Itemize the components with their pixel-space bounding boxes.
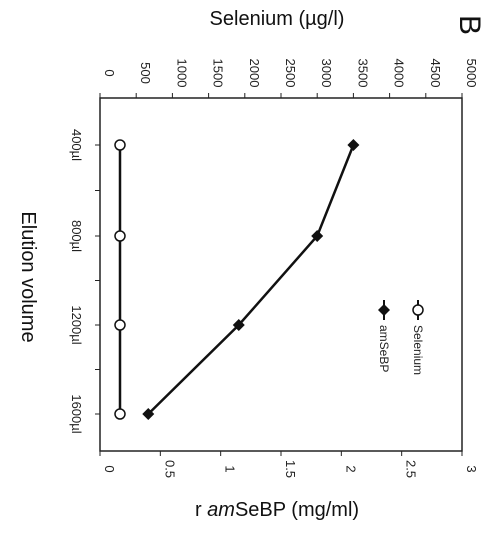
x-tick-label: 1200µl (69, 305, 84, 344)
data-point-amSeBP (232, 319, 245, 331)
plot-group: 400µl 800µl 1200µl 1600µl 0 0.5 1 1.5 2 2.5 3 0 50… (69, 59, 479, 479)
data-point-amSeBP (347, 139, 360, 151)
y-left-tick-label: 2.5 (404, 460, 419, 478)
legend-marker-Selenium (412, 304, 424, 316)
y-right-tick-label: 5000 (464, 59, 479, 88)
series-line-amSeBP (147, 144, 355, 415)
y-left-tick-label: 1 (223, 465, 238, 472)
legend-marker-amSeBP (378, 304, 390, 316)
y-left-title-suffix: SeBP (mg/ml) (235, 499, 359, 521)
y-right-axis-title: Selenium (µg/l) (210, 8, 345, 30)
y-right-tick-label: 4000 (392, 59, 407, 88)
y-right-ticks: 0 500 1000 1500 2000 2500 3000 3500 4000 4500 5000 (99, 59, 479, 98)
data-point-amSeBP (311, 230, 324, 242)
y-left-title-italic: am (207, 499, 235, 521)
data-point-Selenium (114, 230, 126, 242)
y-left-title-prefix: r (195, 499, 207, 521)
y-right-tick-label: 3000 (319, 59, 334, 88)
y-left-tick-label: 3 (464, 465, 479, 472)
x-ticks: 400µl 800µl 1200µl 1600µl (69, 129, 100, 434)
y-right-tick-label: 0 (102, 69, 117, 76)
data-point-Selenium (114, 139, 126, 151)
y-left-tick-label: 2 (343, 465, 358, 472)
y-right-tick-label: 1500 (211, 59, 226, 88)
series-layer (114, 139, 360, 420)
x-tick-label: 1600µl (69, 394, 84, 433)
panel-label: B (453, 15, 486, 35)
x-tick-label: 800µl (69, 220, 84, 252)
y-left-ticks: 0 0.5 1 1.5 2 2.5 3 (99, 451, 479, 478)
y-left-axis-title: r amSeBP (mg/ml) (195, 499, 359, 521)
x-tick-label: 400µl (69, 129, 84, 161)
y-right-tick-label: 1000 (174, 59, 189, 88)
legend-label-Selenium: Selenium (411, 325, 425, 375)
y-left-tick-label: 0 (102, 465, 117, 472)
data-point-Selenium (114, 319, 126, 331)
y-left-tick-label: 0.5 (162, 460, 177, 478)
data-point-Selenium (114, 408, 126, 420)
y-right-tick-label: 4500 (428, 59, 443, 88)
plot-frame (99, 97, 463, 452)
y-left-tick-label: 1.5 (283, 460, 298, 478)
x-axis-title: Elution volume (17, 211, 39, 342)
y-right-tick-label: 2000 (247, 59, 262, 88)
y-right-tick-label: 3500 (355, 59, 370, 88)
y-right-tick-label: 500 (138, 62, 153, 84)
y-right-tick-label: 2500 (283, 59, 298, 88)
legend-label-amSeBP: amSeBP (377, 325, 391, 372)
data-point-amSeBP (142, 408, 155, 420)
legend: Selenium amSeBP (377, 300, 425, 375)
